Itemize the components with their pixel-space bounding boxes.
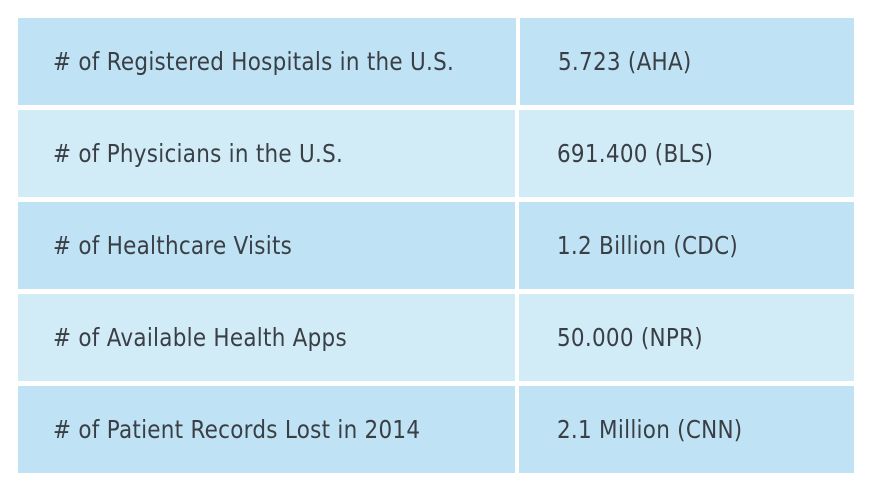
table-row: # of Registered Hospitals in the U.S. 5.… [18,18,854,105]
row-label: # of Patient Records Lost in 2014 [53,415,421,444]
row-label-cell: # of Available Health Apps [18,294,515,381]
row-value: 50.000 (NPR) [556,323,703,352]
row-label: # of Healthcare Visits [53,231,293,260]
row-value-cell: 50.000 (NPR) [518,294,854,381]
row-label-cell: # of Patient Records Lost in 2014 [18,386,515,473]
row-value: 691.400 (BLS) [556,139,714,168]
row-value-cell: 2.1 Million (CNN) [518,386,854,473]
row-label-cell: # of Physicians in the U.S. [18,110,515,197]
table-row: # of Healthcare Visits 1.2 Billion (CDC) [18,202,854,289]
row-label-cell: # of Healthcare Visits [18,202,515,289]
table-row: # of Available Health Apps 50.000 (NPR) [18,294,854,381]
row-label-cell: # of Registered Hospitals in the U.S. [18,18,516,105]
row-value-cell: 5.723 (AHA) [520,18,854,105]
table-row: # of Patient Records Lost in 2014 2.1 Mi… [18,386,854,473]
row-value: 1.2 Billion (CDC) [556,231,738,260]
stats-table: # of Registered Hospitals in the U.S. 5.… [18,18,854,473]
table-row: # of Physicians in the U.S. 691.400 (BLS… [18,110,854,197]
row-value: 5.723 (AHA) [558,47,692,76]
row-value: 2.1 Million (CNN) [556,415,743,444]
row-value-cell: 691.400 (BLS) [518,110,854,197]
row-value-cell: 1.2 Billion (CDC) [518,202,854,289]
row-label: # of Available Health Apps [53,323,347,352]
row-label: # of Physicians in the U.S. [53,139,344,168]
row-label: # of Registered Hospitals in the U.S. [53,47,455,76]
